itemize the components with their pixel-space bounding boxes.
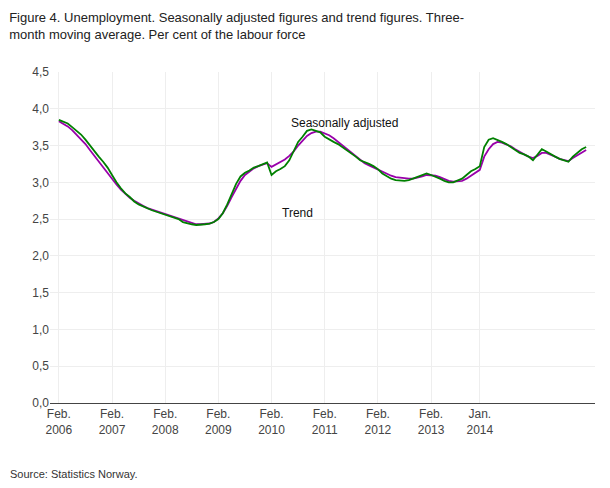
- svg-text:Feb.2006: Feb.2006: [46, 407, 73, 437]
- svg-text:3,5: 3,5: [32, 139, 49, 153]
- svg-text:Feb.2009: Feb.2009: [205, 407, 232, 437]
- svg-text:4,5: 4,5: [32, 65, 49, 79]
- svg-text:3,0: 3,0: [32, 176, 49, 190]
- svg-text:0,5: 0,5: [32, 359, 49, 373]
- svg-text:Feb.2012: Feb.2012: [365, 407, 392, 437]
- svg-text:Trend: Trend: [282, 206, 313, 220]
- svg-text:0,0: 0,0: [32, 396, 49, 410]
- svg-text:Feb.2007: Feb.2007: [99, 407, 126, 437]
- svg-text:1,5: 1,5: [32, 286, 49, 300]
- svg-text:1,0: 1,0: [32, 323, 49, 337]
- svg-text:Jan.2014: Jan.2014: [466, 407, 493, 437]
- svg-text:Feb.2010: Feb.2010: [258, 407, 285, 437]
- svg-text:Feb.2008: Feb.2008: [152, 407, 179, 437]
- svg-text:Source: Statistics Norway.: Source: Statistics Norway.: [10, 468, 138, 480]
- svg-text:Seasonally adjusted: Seasonally adjusted: [291, 116, 398, 130]
- svg-text:2,5: 2,5: [32, 212, 49, 226]
- svg-text:Feb.2013: Feb.2013: [418, 407, 445, 437]
- svg-text:Figure 4. Unemployment. Season: Figure 4. Unemployment. Seasonally adjus…: [9, 10, 464, 42]
- svg-text:2,0: 2,0: [32, 249, 49, 263]
- svg-text:Feb.2011: Feb.2011: [312, 407, 338, 437]
- svg-text:4,0: 4,0: [32, 102, 49, 116]
